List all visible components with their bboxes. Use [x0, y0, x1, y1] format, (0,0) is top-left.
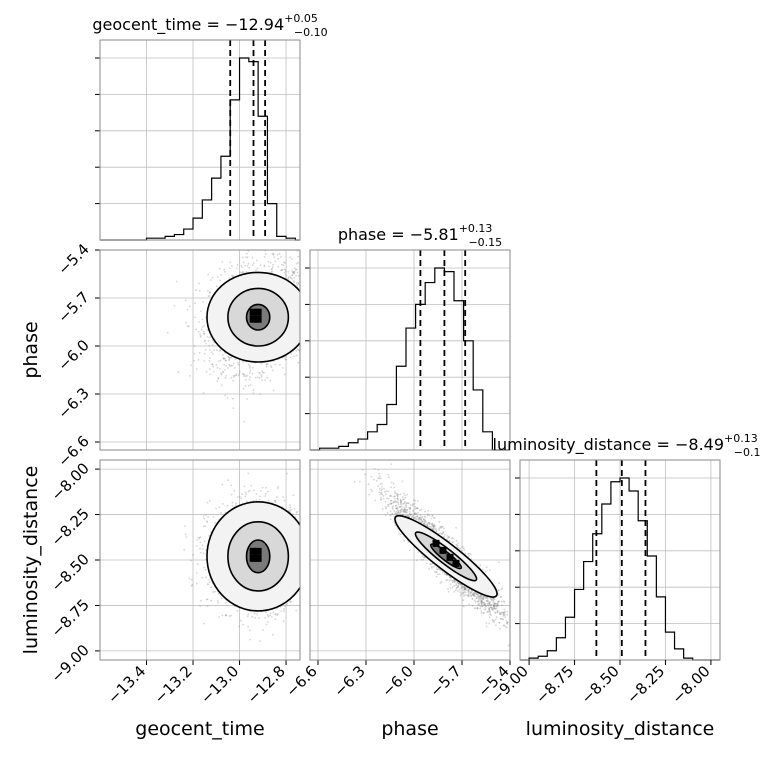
y-axis-label: luminosity_distance: [20, 466, 42, 655]
axes-frame: [99, 39, 301, 241]
y-tick-label: −9.00: [48, 641, 93, 686]
y-tick-label: −6.3: [54, 384, 92, 422]
contour-level: [394, 514, 498, 598]
histogram-steps: [310, 267, 510, 451]
axes-frame: [99, 459, 301, 661]
title-prefix: phase =: [338, 225, 410, 244]
title-minus: −0.10: [294, 26, 328, 39]
joint-panel-geocent_time-luminosity_distance: [95, 460, 300, 665]
contour-level: [245, 539, 271, 574]
title-plus: +0.13: [459, 222, 493, 235]
x-tick-label: −5.7: [426, 662, 464, 700]
title-prefix: luminosity_distance =: [493, 435, 675, 455]
histogram-title: luminosity_distance = −8.49+0.13−0.14: [493, 432, 760, 459]
x-tick-label: −6.3: [330, 662, 368, 700]
y-tick-label: −6.0: [54, 336, 92, 374]
x-axis-label: phase: [381, 718, 438, 740]
contour-level: [206, 271, 300, 363]
title-plus: +0.05: [284, 12, 318, 25]
joint-panel-geocent_time-phase: [95, 249, 300, 450]
contours: [206, 271, 300, 363]
axes-frame: [309, 249, 511, 451]
histogram-panel-luminosity_distance: luminosity_distance = −8.49+0.13−0.14: [493, 432, 760, 661]
x-tick-label: −13.4: [104, 662, 149, 707]
x-tick-label: −13.2: [151, 662, 196, 707]
title-median: −5.81: [410, 225, 459, 244]
histogram-steps: [520, 477, 720, 661]
y-tick-label: −8.25: [48, 505, 93, 550]
title-prefix: geocent_time =: [92, 15, 225, 35]
contours: [206, 501, 300, 612]
x-tick-label: −8.50: [578, 662, 623, 707]
density-shading: [394, 515, 498, 598]
y-tick-label: −8.50: [48, 550, 93, 595]
y-tick-label: −8.75: [48, 596, 93, 641]
x-tick-label: −8.75: [532, 662, 577, 707]
title-median: −12.94: [225, 15, 284, 34]
title-plus: +0.13: [724, 432, 758, 445]
axes-frame: [309, 459, 511, 661]
y-tick-label: −5.4: [54, 240, 92, 278]
y-tick-label: −5.7: [54, 288, 92, 326]
contour-level: [206, 501, 300, 612]
histogram-panel-geocent_time: geocent_time = −12.94+0.05 −0.10: [92, 12, 328, 241]
x-tick-label: −8.00: [669, 662, 714, 707]
x-axis-label: geocent_time: [135, 718, 264, 740]
title-median: −8.49: [675, 435, 724, 454]
histogram-steps: [100, 57, 300, 241]
x-tick-label: −6.0: [378, 662, 416, 700]
contour-level: [414, 531, 478, 582]
contour-level: [227, 521, 290, 592]
x-tick-label: −12.8: [244, 662, 289, 707]
contours: [394, 514, 498, 598]
contour-level: [429, 543, 463, 570]
contour-level: [245, 303, 271, 331]
contour-level: [227, 287, 290, 347]
title-minus: −0.14: [734, 446, 760, 459]
joint-panel-phase-luminosity_distance: [310, 460, 511, 665]
x-axis-label: luminosity_distance: [526, 718, 715, 740]
histogram-title: phase = −5.81+0.13 −0.15: [338, 222, 502, 249]
x-tick-label: −8.25: [623, 662, 668, 707]
y-axis-label: phase: [20, 321, 42, 378]
axes-frame: [99, 249, 301, 451]
histogram-panel-phase: phase = −5.81+0.13 −0.15: [305, 222, 511, 451]
x-tick-label: −6.6: [282, 662, 320, 700]
title-minus: −0.15: [468, 236, 502, 249]
histogram-title: geocent_time = −12.94+0.05 −0.10: [92, 12, 327, 39]
x-tick-label: −13.0: [197, 662, 242, 707]
